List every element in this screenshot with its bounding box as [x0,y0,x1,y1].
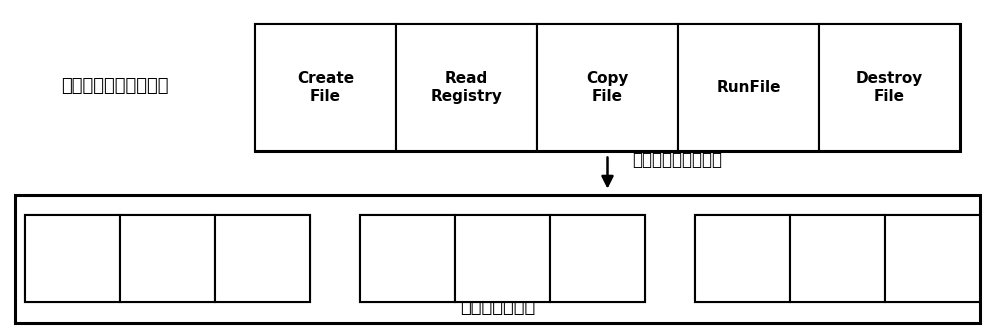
Bar [120,215,215,302]
Bar [360,215,645,302]
Bar [360,215,455,302]
Text: RunFile: RunFile [716,80,781,95]
Bar [550,215,645,302]
Bar [396,24,537,151]
Bar [885,215,980,302]
Text: Create
File: Create File [44,243,101,275]
Text: 连续行为子序列分割: 连续行为子序列分割 [633,151,722,169]
Bar [255,24,396,151]
Text: Read
Registry: Read Registry [372,243,443,275]
Text: Destroy
File: Destroy File [856,71,923,103]
Text: Read
Registry: Read Registry [132,243,203,275]
Text: 恶意软件样本行为序列: 恶意软件样本行为序列 [61,77,169,95]
Text: Create
File: Create File [297,71,354,103]
Bar [255,24,960,151]
Bar [678,24,819,151]
Text: RunFile: RunFile [565,251,630,266]
Bar [25,215,120,302]
Text: Copy
File: Copy File [721,243,764,275]
Bar [695,215,980,302]
Bar [25,215,310,302]
Text: 连续行为子序列: 连续行为子序列 [460,298,535,317]
Text: Read
Registry: Read Registry [431,71,502,103]
Bar [215,215,310,302]
Bar [819,24,960,151]
Text: Copy
File: Copy File [586,71,629,103]
Bar [15,195,980,323]
Bar [695,215,790,302]
Text: Copy
File: Copy File [241,243,284,275]
Bar [455,215,550,302]
Bar [537,24,678,151]
Bar [790,215,885,302]
Text: Copy
File: Copy File [481,243,524,275]
Text: RunFile: RunFile [805,251,870,266]
Text: Destroy
File: Destroy File [899,243,966,275]
